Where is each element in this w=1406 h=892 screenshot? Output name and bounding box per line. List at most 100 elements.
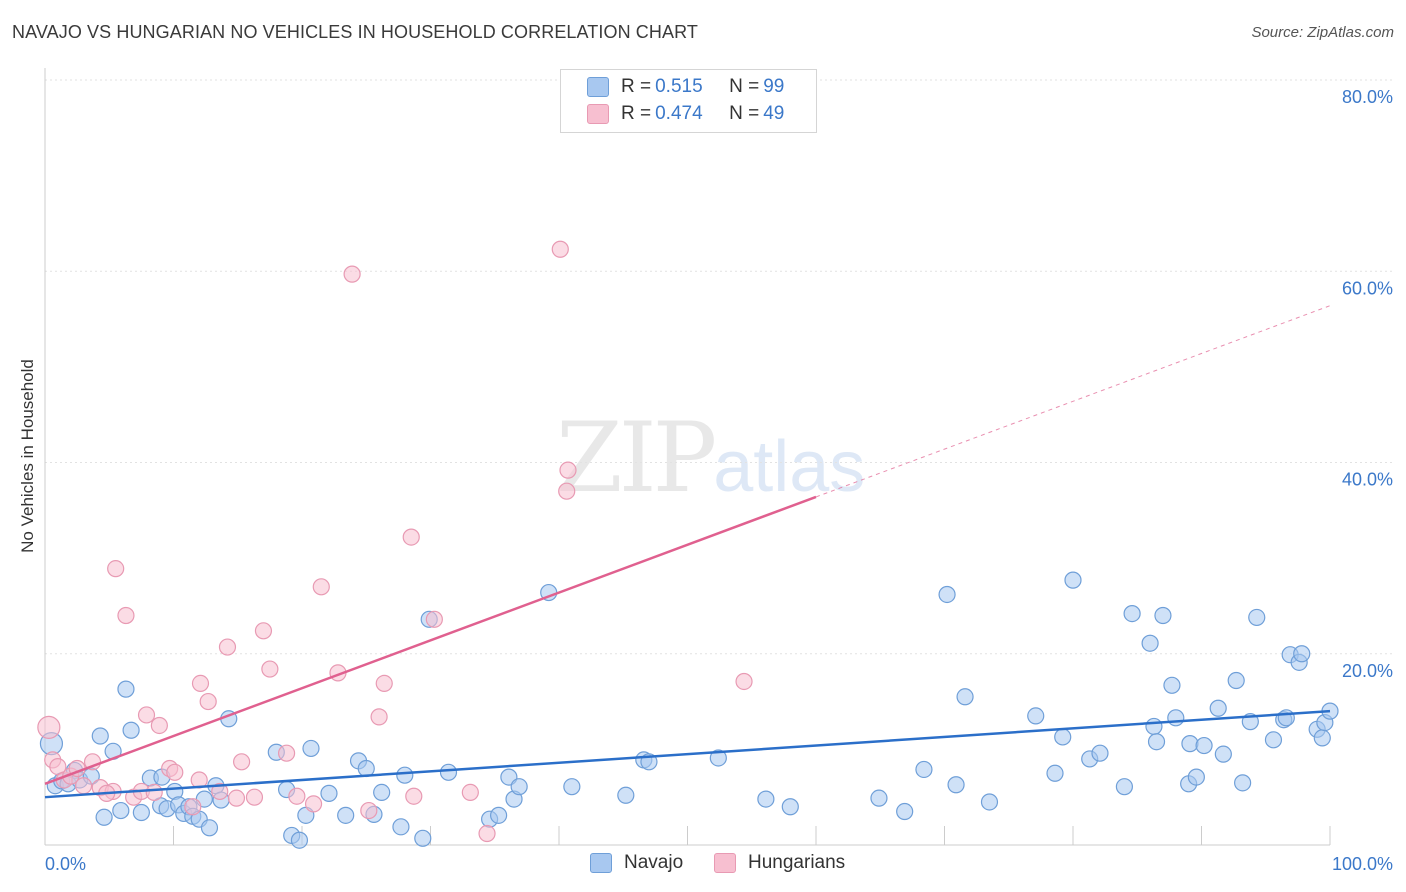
hungarian-point (199, 692, 217, 711)
hungarian-point (261, 660, 279, 678)
navajo-point (1064, 571, 1082, 589)
navajo-point (1145, 717, 1163, 736)
navajo-point (132, 803, 150, 822)
hungarian-r-label: R = (621, 103, 652, 124)
hungarian-point (360, 801, 378, 820)
navajo-point (938, 585, 956, 604)
legend-hungarians-swatch (714, 853, 736, 873)
navajo-point (947, 776, 965, 794)
legend-navajo-swatch (590, 853, 612, 873)
navajo-n-label: N = (729, 76, 760, 97)
navajo-point (91, 727, 109, 745)
hungarian-point (184, 798, 202, 816)
navajo-point (510, 778, 528, 796)
hungarian-point (370, 708, 388, 726)
navajo-point (290, 831, 309, 849)
navajo-point (980, 793, 999, 811)
hungarian-point (304, 795, 323, 813)
navajo-point (1147, 733, 1166, 751)
hungarian-trend-line (44, 495, 817, 785)
navajo-point (122, 721, 140, 739)
navajo-point (1277, 709, 1295, 727)
navajo-point (1054, 728, 1072, 746)
navajo-point (1293, 645, 1311, 663)
hungarian-point (551, 240, 569, 258)
hungarian-point (402, 528, 420, 546)
hungarian-point (405, 787, 423, 805)
navajo-point (1187, 768, 1205, 786)
navajo-r-label: R = (621, 76, 652, 97)
hungarian-point (191, 674, 210, 692)
navajo-point (956, 688, 974, 706)
hungarian-r-value: 0.474 (655, 103, 703, 124)
hungarian-point (227, 789, 246, 807)
navajo-point (1264, 731, 1283, 749)
navajo-point (1313, 729, 1331, 747)
hungarian-point (145, 783, 163, 802)
hungarian-point (277, 744, 296, 762)
navajo-point (1227, 671, 1245, 690)
hungarian-point (461, 783, 479, 802)
hungarian-point (218, 638, 237, 656)
navajo-point (396, 766, 414, 784)
navajo-point (373, 783, 391, 802)
hungarian-point (559, 461, 577, 479)
navajo-point (1163, 676, 1181, 694)
watermark-atlas: atlas (713, 427, 866, 507)
hungarian-point (117, 606, 135, 625)
hungarian-point (245, 788, 264, 806)
navajo-n-value: 99 (763, 76, 785, 97)
navajo-point (781, 798, 799, 816)
navajo-point (1209, 699, 1227, 717)
navajo-point (563, 778, 581, 796)
navajo-point (1154, 606, 1172, 625)
hungarian-point (254, 622, 273, 640)
series-legend: Navajo Hungarians (0, 852, 1406, 878)
source-label: Source: ZipAtlas.com (1251, 24, 1394, 41)
correlation-legend: R = 0.515 N = 99 R = 0.474 N = 49 (560, 69, 817, 133)
hungarian-n-label: N = (729, 103, 760, 124)
hungarian-point (312, 578, 330, 596)
navajo-point (870, 789, 888, 807)
navajo-point (95, 808, 113, 826)
hungarian-point (37, 715, 61, 739)
navajo-point (617, 786, 635, 804)
hungarian-point (288, 787, 306, 805)
hungarian-point (478, 824, 496, 843)
hungarian-swatch (587, 104, 609, 124)
navajo-point (757, 790, 775, 808)
hungarian-point (343, 265, 361, 283)
x-tick-label: 0.0% (45, 854, 86, 874)
navajo-point (709, 749, 727, 767)
navajo-point (117, 680, 135, 698)
navajo-point (112, 801, 130, 820)
hungarian-point (107, 560, 125, 578)
navajo-point (392, 818, 410, 836)
navajo-point (1115, 778, 1134, 796)
hungarian-point (74, 777, 93, 795)
navajo-point (439, 763, 458, 781)
hungarian-trend-extension (815, 305, 1331, 498)
navajo-point (490, 806, 508, 824)
legend-hungarians-label: Hungarians (748, 852, 846, 873)
navajo-point (1181, 735, 1199, 753)
legend-row-navajo: R = 0.515 N = 99 (587, 74, 784, 100)
x-tick-label: 100.0% (1332, 854, 1393, 874)
watermark-zip: ZIP (556, 402, 717, 514)
hungarian-point (375, 674, 393, 692)
navajo-point (1195, 736, 1213, 755)
y-tick-label: 60.0% (1342, 278, 1393, 298)
hungarian-point (211, 782, 229, 801)
navajo-point (1234, 774, 1252, 792)
legend-item-navajo: Navajo (590, 852, 683, 874)
navajo-point (1167, 709, 1185, 727)
navajo-point (320, 784, 338, 802)
watermark: ZIPatlas (556, 402, 865, 514)
legend-navajo-label: Navajo (624, 852, 684, 873)
hungarian-point (425, 610, 443, 628)
navajo-swatch (587, 77, 609, 97)
navajo-point (1027, 707, 1045, 725)
navajo-point (1046, 764, 1064, 782)
navajo-point (915, 760, 933, 779)
